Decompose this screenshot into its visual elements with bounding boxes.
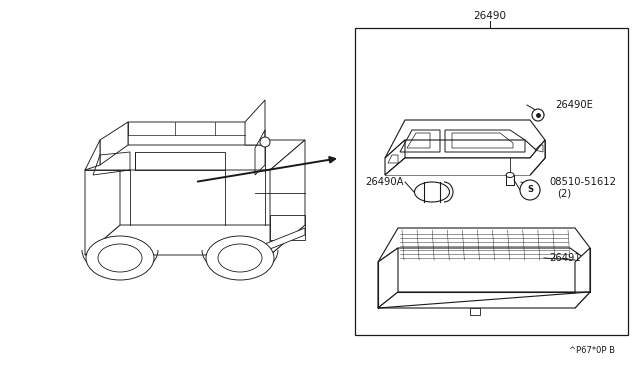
Ellipse shape: [86, 236, 154, 280]
Polygon shape: [470, 308, 480, 315]
Polygon shape: [85, 140, 120, 255]
Ellipse shape: [206, 236, 274, 280]
Polygon shape: [385, 120, 545, 158]
Text: S: S: [527, 186, 533, 195]
Text: ^P67*0P B: ^P67*0P B: [569, 346, 615, 355]
Polygon shape: [245, 100, 265, 145]
Text: 26490E: 26490E: [555, 100, 593, 110]
Text: 26490: 26490: [474, 11, 506, 21]
Circle shape: [520, 180, 540, 200]
Ellipse shape: [415, 182, 449, 202]
Polygon shape: [530, 140, 545, 175]
Polygon shape: [128, 122, 265, 145]
Polygon shape: [385, 158, 545, 175]
Text: 26490A: 26490A: [365, 177, 403, 187]
Polygon shape: [85, 140, 100, 170]
Polygon shape: [385, 140, 405, 175]
Circle shape: [260, 137, 270, 147]
Polygon shape: [100, 122, 128, 165]
Polygon shape: [575, 248, 590, 308]
Polygon shape: [85, 225, 305, 255]
Polygon shape: [378, 228, 590, 262]
Bar: [355, 28, 628, 335]
Ellipse shape: [506, 173, 514, 177]
Text: (2): (2): [557, 189, 571, 199]
Polygon shape: [378, 248, 398, 308]
Text: 08510-51612: 08510-51612: [549, 177, 616, 187]
Polygon shape: [378, 292, 590, 308]
Text: 26491: 26491: [549, 253, 580, 263]
Polygon shape: [270, 140, 305, 255]
Polygon shape: [255, 228, 305, 255]
Polygon shape: [385, 140, 545, 175]
Circle shape: [532, 109, 544, 121]
Polygon shape: [85, 140, 305, 170]
